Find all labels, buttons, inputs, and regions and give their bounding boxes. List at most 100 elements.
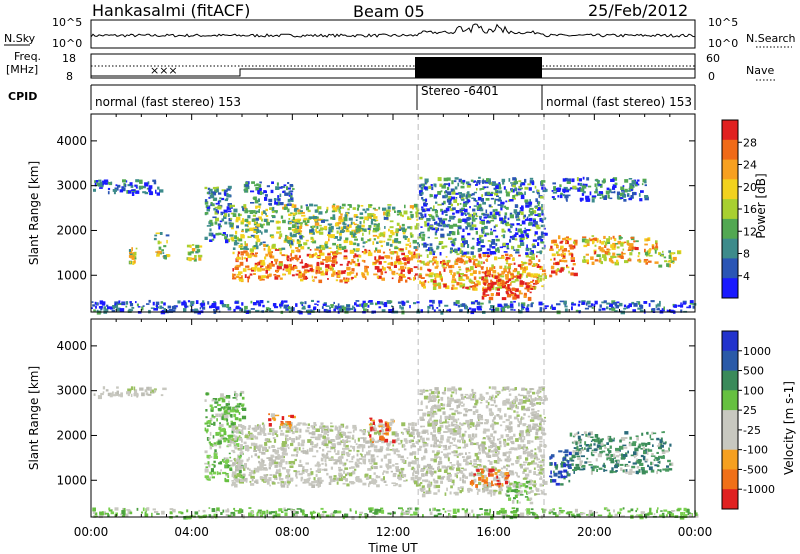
scatter-cell [163,308,166,312]
scatter-cell [243,250,248,254]
scatter-cell [221,302,225,306]
scatter-cell [628,197,633,201]
scatter-cell [506,247,510,250]
scatter-cell [118,303,122,305]
scatter-cell [528,201,533,205]
scatter-cell [319,244,323,248]
scatter-cell [477,445,481,449]
scatter-cell [507,305,510,308]
scatter-cell [519,237,523,241]
scatter-cell [412,432,415,436]
scatter-cell [340,305,342,308]
scatter-cell [284,445,288,448]
scatter-cell [402,458,405,461]
scatter-cell [337,450,340,454]
scatter-cell [575,309,579,312]
scatter-cell [268,457,273,461]
scatter-cell [501,228,505,233]
scatter-cell [432,405,435,409]
scatter-cell [395,439,398,443]
scatter-cell [291,274,295,277]
scatter-cell [563,248,567,252]
scatter-cell [466,212,470,215]
scatter-cell [290,212,293,214]
scatter-cell [403,210,408,215]
scatter-cell [238,252,240,254]
scatter-cell [508,451,512,454]
scatter-cell [475,184,478,186]
scatter-cell [668,255,671,259]
scatter-cell [219,300,224,305]
scatter-cell [234,445,238,450]
scatter-cell [318,463,321,467]
scatter-cell [107,191,110,195]
scatter-cell [520,207,524,212]
scatter-cell [96,302,98,305]
scatter-cell [378,255,381,260]
scatter-cell [136,303,139,307]
scatter-cell [485,271,487,274]
scatter-cell [325,259,330,263]
scatter-cell [318,211,323,215]
scatter-cell [373,250,376,253]
scatter-cell [116,307,121,312]
scatter-cell [374,266,379,270]
scatter-cell [336,205,340,209]
scatter-cell [381,277,385,281]
scatter-cell [482,230,485,235]
scatter-cell [458,219,462,224]
scatter-cell [439,273,442,278]
scatter-cell [220,212,223,216]
scatter-cell [535,431,539,436]
scatter-cell [389,269,393,271]
scatter-cell [487,269,491,273]
scatter-cell [645,261,648,265]
scatter-cell [586,177,590,181]
scatter-cell [624,188,628,193]
scatter-cell [312,455,317,458]
scatter-cell [455,300,460,304]
scatter-cell [299,261,304,264]
scatter-cell [435,214,438,217]
scatter-cell [565,240,569,245]
scatter-cell [423,442,427,444]
scatter-cell [258,303,262,307]
scatter-cell [578,178,582,182]
scatter-cell [428,412,433,416]
scatter-cell [131,189,135,192]
scatter-cell [127,190,132,194]
scatter-cell [396,433,399,437]
scatter-cell [229,434,234,438]
scatter-cell [292,233,295,237]
scatter-cell [610,244,614,248]
scatter-cell [292,212,296,216]
scatter-cell [446,309,452,312]
scatter-cell [353,255,356,259]
scatter-cell [240,251,244,254]
scatter-cell [292,219,296,221]
scatter-cell [209,456,213,458]
scatter-cell [326,452,329,456]
scatter-cell [630,243,634,247]
scatter-cell [471,221,474,225]
scatter-cell [356,254,361,258]
scatter-cell [509,436,513,440]
scatter-cell [239,261,244,266]
scatter-cell [311,279,315,282]
scatter-cell [604,195,608,198]
scatter-cell [644,195,649,199]
scatter-cell [302,422,306,425]
scatter-cell [281,300,284,304]
scatter-cell [227,475,230,478]
scatter-cell [513,433,516,437]
scatter-cell [453,281,456,283]
scatter-cell [441,278,443,282]
scatter-cell [524,227,526,230]
scatter-cell [214,449,217,453]
scatter-cell [268,477,272,481]
scatter-cell [205,409,208,412]
scatter-cell [582,191,586,194]
scatter-cell [321,468,326,471]
scatter-cell [316,300,320,303]
scatter-cell [426,243,429,246]
